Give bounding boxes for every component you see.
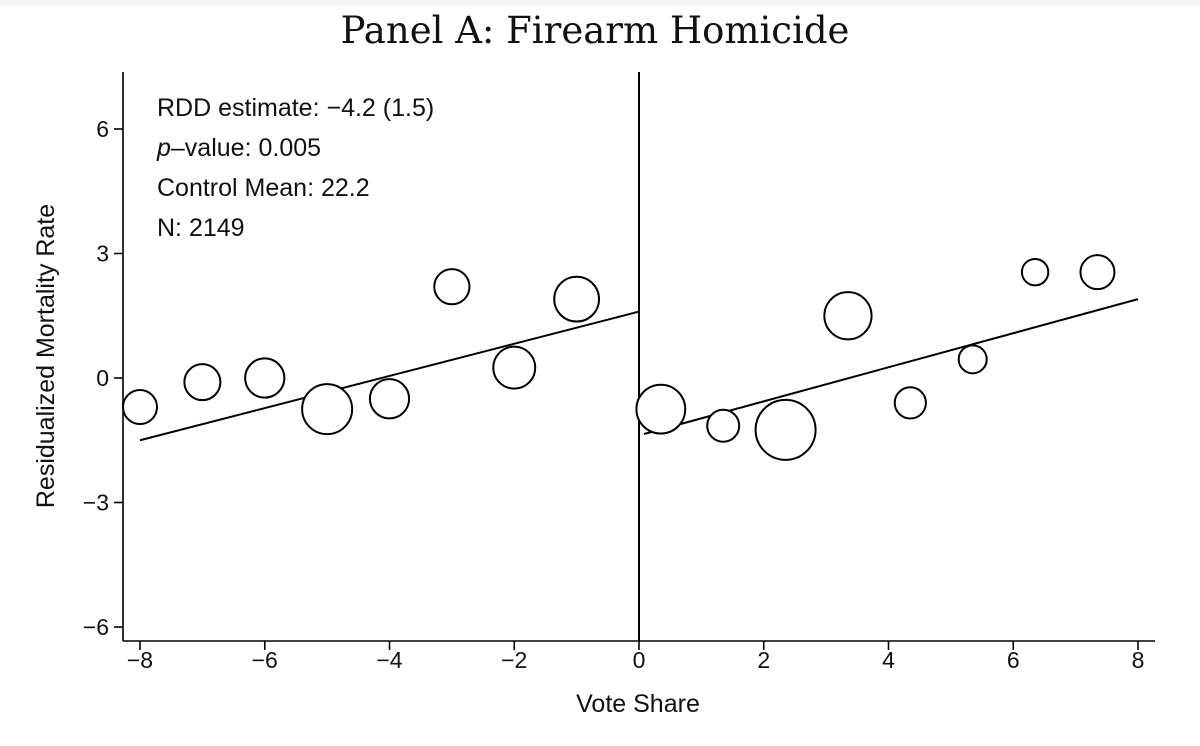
annotation-text: RDD estimate: −4.2 (1.5) xyxy=(157,94,434,122)
annotation-italic: p xyxy=(156,134,171,162)
y-axis-label: Residualized Mortality Rate xyxy=(32,204,60,508)
x-axis-ticks: −8 −6 −4 −2 0 2 4 6 8 xyxy=(127,641,1145,673)
data-point xyxy=(492,345,537,390)
y-axis-ticks: −6 −3 0 3 6 xyxy=(83,116,123,640)
x-tick-label: 6 xyxy=(1007,647,1020,673)
x-tick-label: −4 xyxy=(376,647,402,673)
annotation-line: p–value: 0.005 xyxy=(156,134,321,162)
data-point xyxy=(823,291,873,341)
data-point xyxy=(635,383,687,435)
data-points xyxy=(122,254,1116,461)
data-point xyxy=(706,408,741,443)
y-tick-label: 3 xyxy=(96,241,109,267)
y-tick-label: −3 xyxy=(83,490,109,516)
annotation-text: N: 2149 xyxy=(157,214,245,242)
data-point xyxy=(957,344,988,375)
x-tick-label: −6 xyxy=(252,647,278,673)
annotation-line: N: 2149 xyxy=(157,214,245,242)
data-point xyxy=(1079,254,1116,291)
x-tick-label: −2 xyxy=(501,647,527,673)
fit-line-left xyxy=(139,310,640,442)
annotation-box: RDD estimate: −4.2 (1.5) p–value: 0.005 Co… xyxy=(156,94,434,242)
data-point xyxy=(1020,257,1050,287)
y-tick-label: 0 xyxy=(96,365,109,391)
y-tick-label: 6 xyxy=(96,116,109,142)
data-point xyxy=(553,275,601,323)
x-tick-label: 0 xyxy=(633,647,646,673)
data-point xyxy=(301,383,354,436)
data-point xyxy=(368,378,411,420)
annotation-line: Control Mean: 22.2 xyxy=(157,174,370,202)
annotation-text: Control Mean: 22.2 xyxy=(157,174,370,202)
annotation-text: –value: 0.005 xyxy=(171,134,321,162)
y-tick-label: −6 xyxy=(83,614,109,640)
top-border xyxy=(0,0,1200,6)
x-tick-label: 4 xyxy=(882,647,895,673)
chart-title: Panel A: Firearm Homicide xyxy=(341,9,850,52)
x-tick-label: 8 xyxy=(1132,647,1145,673)
data-point xyxy=(122,389,158,426)
x-tick-label: −8 xyxy=(127,647,153,673)
data-point xyxy=(433,268,471,306)
data-point xyxy=(244,357,286,399)
data-point xyxy=(754,398,817,461)
data-point xyxy=(183,363,222,402)
annotation-line: RDD estimate: −4.2 (1.5) xyxy=(157,94,434,122)
data-point xyxy=(893,386,927,420)
x-axis-label: Vote Share xyxy=(576,690,700,718)
x-tick-label: 2 xyxy=(757,647,770,673)
